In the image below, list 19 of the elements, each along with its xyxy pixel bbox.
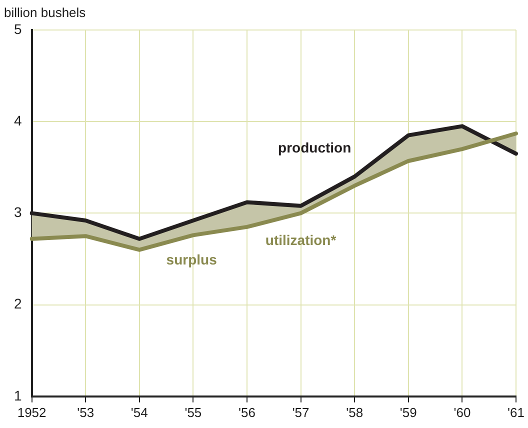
y-axis-title: billion bushels: [4, 5, 86, 20]
y-tick-label: 3: [14, 204, 22, 220]
x-tick-label: '57: [292, 404, 310, 420]
x-tick-label: '59: [400, 404, 417, 420]
x-tick-label: '54: [130, 404, 148, 420]
y-tick-label: 4: [14, 112, 22, 128]
series-label: utilization*: [265, 232, 337, 248]
y-tick-label: 5: [14, 20, 22, 37]
x-tick-label: '61: [508, 404, 524, 420]
annotation: surplus: [166, 252, 218, 268]
y-tick-label: 2: [14, 296, 22, 312]
y-tick-label: 1: [14, 387, 22, 404]
x-tick-label: '56: [238, 404, 256, 420]
x-tick-label: '58: [346, 404, 364, 420]
x-tick-label: '60: [454, 404, 471, 420]
x-tick-label: 1952: [17, 404, 46, 420]
x-tick-label: '55: [184, 404, 202, 420]
x-tick-label: '53: [77, 404, 94, 420]
series-label: production: [278, 139, 352, 156]
